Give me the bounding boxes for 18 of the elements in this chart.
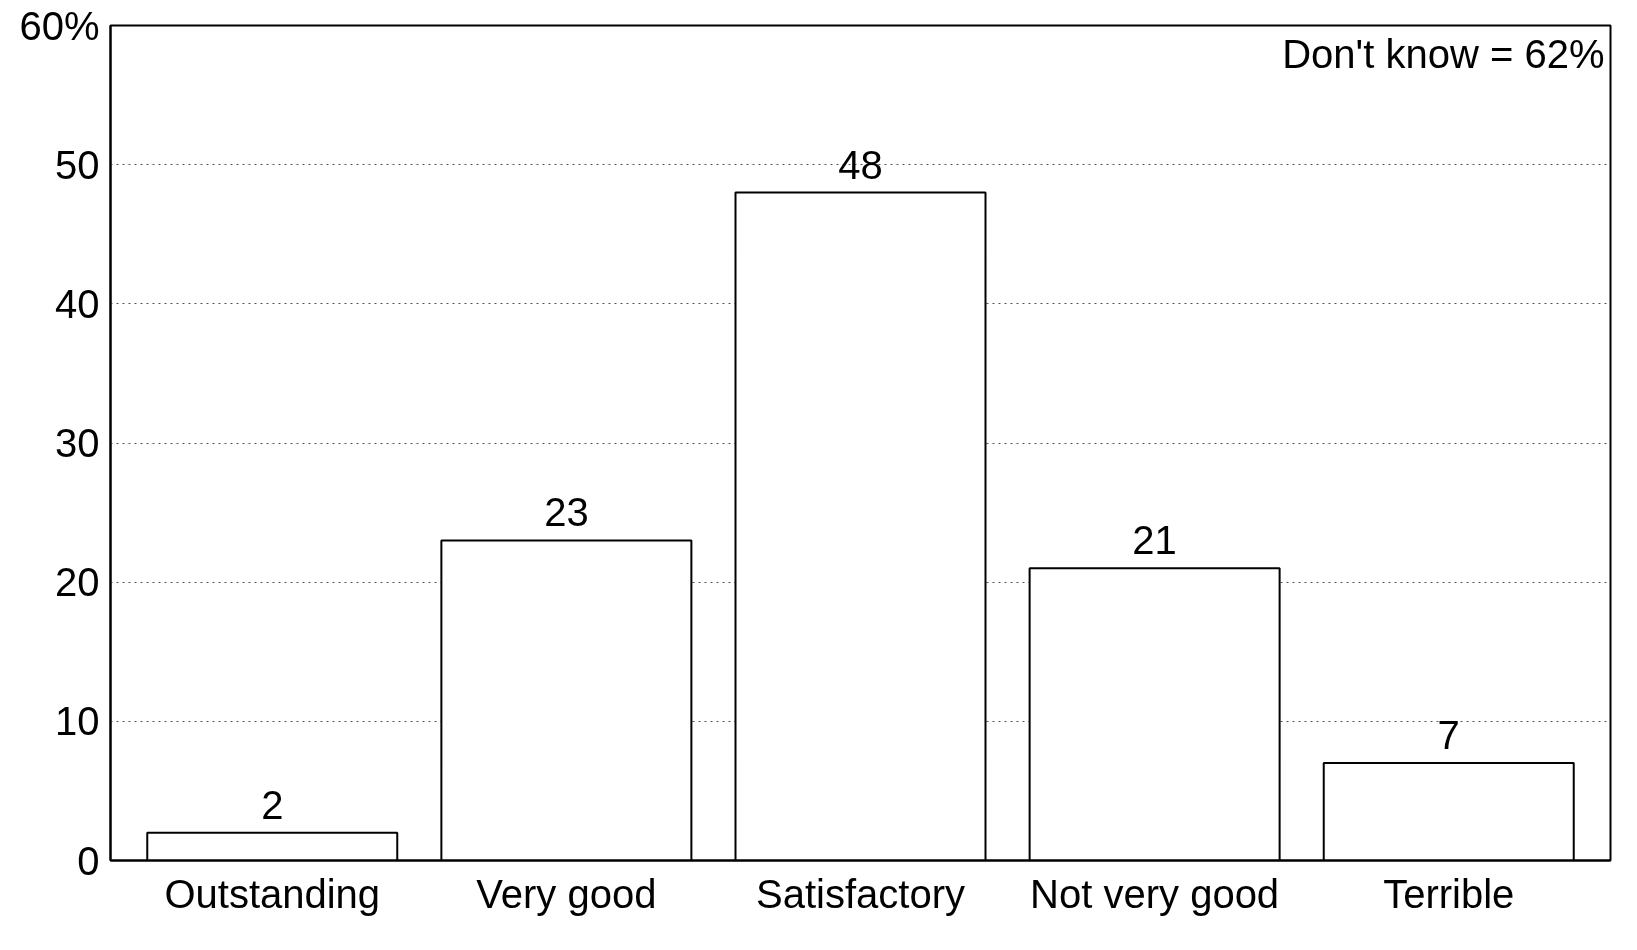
x-tick-label: Very good [476,871,657,916]
x-tick-label: Not very good [1030,871,1280,916]
annotation: Don't know = 62% [1282,31,1605,76]
data-label: 7 [1437,713,1460,758]
x-tick-label: Terrible [1383,871,1515,916]
y-tick-label: 60% [19,3,100,48]
y-tick-label: 0 [77,838,100,883]
y-tick-label: 20 [55,560,100,605]
data-label: 48 [838,142,883,187]
y-tick-label: 10 [55,699,100,744]
data-label: 23 [544,490,589,535]
data-label: 2 [261,782,284,827]
x-tick-label: Satisfactory [756,871,965,916]
x-tick-label: Outstanding [164,871,381,916]
y-tick-label: 40 [55,281,100,326]
y-tick-label: 30 [55,421,100,465]
y-tick-label: 50 [55,142,100,187]
data-label: 21 [1132,518,1177,563]
